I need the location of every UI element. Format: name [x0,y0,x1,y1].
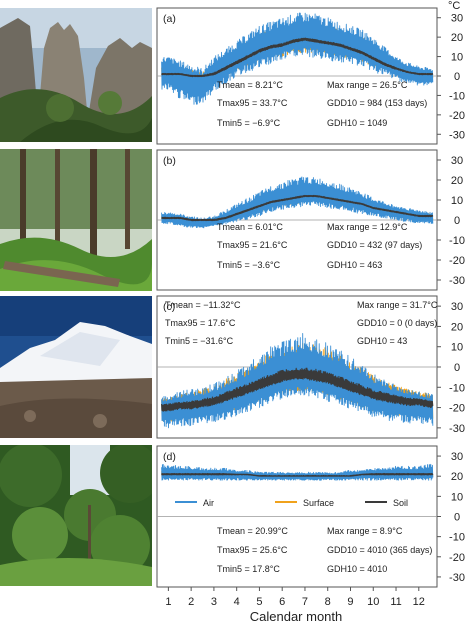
series-soil-line [161,194,434,222]
stat-tmin5: Tmin5 = −3.6°C [217,260,281,270]
y-tick-label: 30 [451,301,463,313]
x-tick-label: 1 [165,596,171,608]
y-tick-label: -30 [449,572,465,584]
x-tick-label: 11 [390,596,401,608]
panel-label: (a) [163,13,176,25]
x-tick-label: 4 [234,596,240,608]
x-tick-label: 6 [279,596,285,608]
y-axis-unit-label: °C [448,0,461,12]
legend-air-label: Air [203,498,214,508]
stat-gdh10: GDH10 = 463 [327,260,382,270]
y-tick-label: 10 [451,342,463,354]
photo-tropical-forest [0,445,152,586]
y-tick-label: -20 [449,110,465,122]
y-tick-label: -10 [449,532,465,544]
stat-gdh10: GDH10 = 1049 [327,118,387,128]
y-tick-label: -30 [449,275,465,287]
x-tick-label: 3 [211,596,217,608]
series-soil-line [161,37,434,78]
stat-tmean: Tmean = 6.01°C [217,222,283,232]
stat-gdd10: GDD10 = 0 (0 days) [357,318,437,328]
y-tick-label: 0 [454,512,460,524]
series-air-line [161,12,434,105]
y-tick-label: 30 [451,451,463,463]
legend-surface-label: Surface [303,498,334,508]
series-soil-line [161,367,434,412]
x-tick-label: 7 [302,596,308,608]
y-tick-label: 10 [451,491,463,503]
stat-tmax95: Tmax95 = 33.7°C [217,98,288,108]
y-tick-label: 20 [451,321,463,333]
y-tick-label: 0 [454,215,460,227]
panel-label: (d) [163,451,176,463]
y-tick-label: -10 [449,90,465,102]
stat-tmin5: Tmin5 = −6.9°C [217,118,281,128]
panel-label: (c) [163,301,175,313]
stat-tmean: Tmean = 8.21°C [217,80,283,90]
y-tick-label: 0 [454,362,460,374]
y-tick-label: 10 [451,195,463,207]
stat-tmax95: Tmax95 = 21.6°C [217,240,288,250]
stat-tmean: Tmean = 20.99°C [217,526,288,536]
x-axis-label: Calendar month [249,609,343,624]
series-air-line [161,333,434,429]
panel-label: (b) [163,155,176,167]
stat-gdd10: GDD10 = 432 (97 days) [327,240,422,250]
photo-sandstone-rocks [0,8,152,142]
y-tick-label: 10 [451,52,463,64]
legend-soil-label: Soil [393,498,408,508]
stat-gdd10: GDD10 = 984 (153 days) [327,98,427,108]
series-soil-line [161,472,434,477]
y-tick-label: 20 [451,175,463,187]
y-tick-label: -20 [449,403,465,415]
x-tick-label: 5 [256,596,262,608]
y-tick-label: -10 [449,382,465,394]
y-tick-label: -20 [449,255,465,267]
y-tick-label: -20 [449,552,465,564]
stat-max-range: Max range = 12.9°C [327,222,408,232]
y-tick-label: -30 [449,129,465,141]
x-tick-label: 12 [413,596,425,608]
series-air-line [161,463,434,481]
y-tick-label: -10 [449,235,465,247]
x-tick-label: 8 [325,596,331,608]
x-tick-label: 2 [188,596,194,608]
stat-gdh10: GDH10 = 43 [357,336,407,346]
y-tick-label: 0 [454,71,460,83]
y-tick-label: 30 [451,155,463,167]
photo-spruce-forest [0,149,152,291]
stat-tmin5: Tmin5 = 17.8°C [217,564,280,574]
y-tick-label: -30 [449,423,465,435]
stat-gdh10: GDH10 = 4010 [327,564,387,574]
photo-snowy-mountain [0,296,152,438]
stat-max-range: Max range = 26.5°C [327,80,408,90]
stat-gdd10: GDD10 = 4010 (365 days) [327,545,432,555]
x-tick-label: 10 [367,596,379,608]
stat-tmax95: Tmax95 = 17.6°C [165,318,236,328]
stat-tmax95: Tmax95 = 25.6°C [217,545,288,555]
stat-tmean: Tmean = −11.32°C [165,300,241,310]
x-tick-label: 9 [347,596,353,608]
y-tick-label: 30 [451,13,463,25]
stat-max-range: Max range = 8.9°C [327,526,403,536]
y-tick-label: 20 [451,32,463,44]
stat-max-range: Max range = 31.7°C [357,300,438,310]
y-tick-label: 20 [451,471,463,483]
stat-tmin5: Tmin5 = −31.6°C [165,336,234,346]
